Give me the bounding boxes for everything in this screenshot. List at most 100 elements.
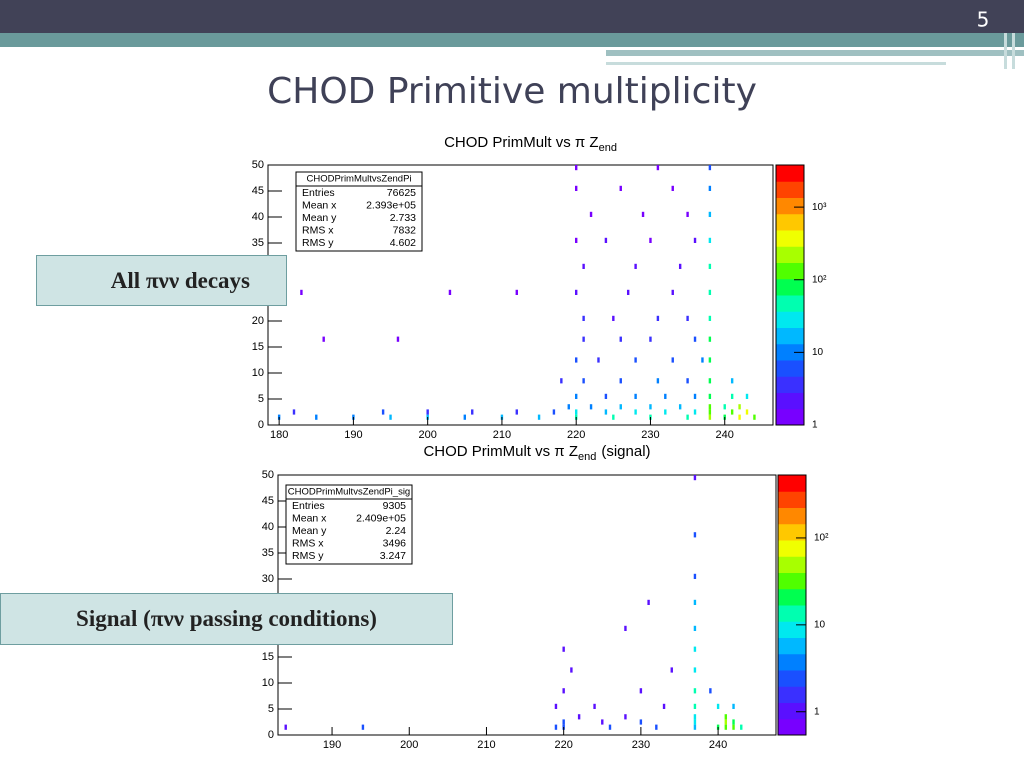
color-scale-band bbox=[776, 278, 804, 296]
heatmap-cell bbox=[745, 409, 749, 415]
color-scale-band bbox=[776, 360, 804, 377]
color-scale-band bbox=[776, 295, 804, 312]
heatmap-cell bbox=[426, 409, 429, 415]
color-scale-band bbox=[776, 343, 804, 361]
z-tick-label: 1 bbox=[814, 706, 820, 717]
heatmap-cell bbox=[686, 211, 689, 217]
heatmap-cell bbox=[574, 237, 578, 243]
stats-label: Entries bbox=[302, 187, 335, 199]
heatmap-cell bbox=[693, 688, 697, 694]
callout: Signal (πνν passing conditions) bbox=[0, 593, 453, 645]
heatmap-cell bbox=[300, 289, 303, 295]
color-scale-band bbox=[778, 572, 806, 590]
stats-box bbox=[295, 171, 423, 252]
heatmap-cell bbox=[693, 336, 697, 342]
y-tick-label: 45 bbox=[262, 495, 274, 507]
heatmap-cell bbox=[634, 409, 637, 415]
heatmap-cell bbox=[284, 724, 287, 730]
heatmap-cell bbox=[448, 289, 452, 295]
heatmap-cell bbox=[708, 393, 712, 399]
heatmap-cell bbox=[678, 404, 682, 410]
heatmap-cell bbox=[656, 165, 660, 171]
stats-label: Mean x bbox=[292, 512, 327, 524]
heatmap-cell bbox=[574, 289, 578, 295]
heatmap-cell bbox=[554, 703, 558, 709]
heatmap-cell bbox=[463, 414, 467, 420]
heatmap-cell bbox=[693, 703, 697, 709]
heatmap-cell bbox=[634, 357, 637, 363]
color-scale-band bbox=[778, 637, 806, 655]
heatmap-cell bbox=[664, 393, 667, 399]
heatmap-cell bbox=[574, 409, 578, 415]
stats-name: CHODPrimMultvsZendPi bbox=[306, 174, 411, 185]
heatmap-cell bbox=[708, 409, 712, 415]
x-tick-label: 230 bbox=[641, 429, 659, 441]
color-scale-band bbox=[776, 327, 804, 345]
heatmap-cell bbox=[708, 289, 712, 295]
heatmap-cell bbox=[582, 378, 585, 384]
stats-value: 9305 bbox=[383, 500, 407, 512]
color-scale-frame bbox=[775, 164, 805, 426]
heatmap-cell bbox=[693, 719, 697, 725]
heatmap-cell bbox=[619, 185, 622, 191]
heatmap-cell bbox=[693, 393, 697, 399]
heatmap-cell bbox=[693, 724, 697, 730]
y-tick-label: 40 bbox=[262, 521, 274, 533]
stats-value: 7832 bbox=[393, 225, 417, 237]
heatmap-cell bbox=[730, 393, 734, 399]
x-tick-label: 230 bbox=[632, 739, 650, 751]
heatmap-cell bbox=[624, 714, 627, 720]
heatmap-cell bbox=[670, 667, 673, 673]
stats-value: 2.24 bbox=[386, 525, 407, 537]
heatmap-cell bbox=[574, 393, 578, 399]
stats-label: Entries bbox=[292, 500, 325, 512]
heatmap-cell bbox=[562, 688, 565, 694]
heatmap-cell bbox=[723, 404, 726, 410]
heatmap-cell bbox=[693, 667, 697, 673]
color-scale-band bbox=[778, 702, 806, 720]
y-tick-label: 50 bbox=[252, 159, 264, 171]
heatmap-cell bbox=[708, 357, 712, 363]
heatmap-cell bbox=[574, 165, 578, 171]
heatmap-cell bbox=[639, 719, 643, 725]
color-scale-band bbox=[778, 507, 806, 525]
y-tick-label: 35 bbox=[262, 547, 274, 559]
color-scale-band bbox=[776, 181, 804, 198]
heatmap-cell bbox=[624, 625, 627, 631]
y-tick-label: 40 bbox=[252, 211, 264, 223]
heatmap-cell bbox=[582, 336, 585, 342]
z-tick-label: 10² bbox=[814, 533, 829, 544]
color-scale-band bbox=[778, 588, 806, 606]
heatmap-cell bbox=[753, 414, 756, 420]
heatmap-cell bbox=[708, 211, 712, 217]
color-scale-band bbox=[776, 246, 804, 263]
heatmap-cell bbox=[708, 336, 712, 342]
color-scale-band bbox=[778, 670, 806, 687]
header-line bbox=[1004, 33, 1007, 69]
heatmap-cell bbox=[471, 409, 474, 415]
y-tick-label: 15 bbox=[252, 341, 264, 353]
heatmap-cell bbox=[708, 185, 712, 191]
header-line bbox=[606, 62, 946, 65]
y-tick-label: 20 bbox=[252, 315, 264, 327]
heatmap-cell bbox=[604, 237, 608, 243]
heatmap-cell bbox=[389, 414, 392, 420]
heatmap-cell bbox=[612, 315, 615, 321]
heatmap-cell bbox=[649, 237, 652, 243]
z-tick-label: 10 bbox=[812, 347, 824, 358]
heatmap-cell bbox=[381, 409, 385, 415]
x-tick-label: 190 bbox=[344, 429, 362, 441]
chart-title: CHOD PrimMult vs π Zend bbox=[444, 134, 617, 154]
stats-value: 2.393e+05 bbox=[366, 199, 416, 211]
heatmap-cell bbox=[515, 409, 518, 415]
heatmap-cell bbox=[649, 404, 652, 410]
chart-title-subscript: end bbox=[578, 451, 596, 463]
heatmap-cell bbox=[634, 393, 637, 399]
chart-title-main: CHOD PrimMult vs π Z bbox=[423, 443, 578, 460]
heatmap-cell bbox=[693, 599, 697, 605]
heatmap-cell bbox=[647, 599, 650, 605]
heatmap-cell bbox=[732, 724, 735, 730]
heatmap-cell bbox=[554, 724, 558, 730]
